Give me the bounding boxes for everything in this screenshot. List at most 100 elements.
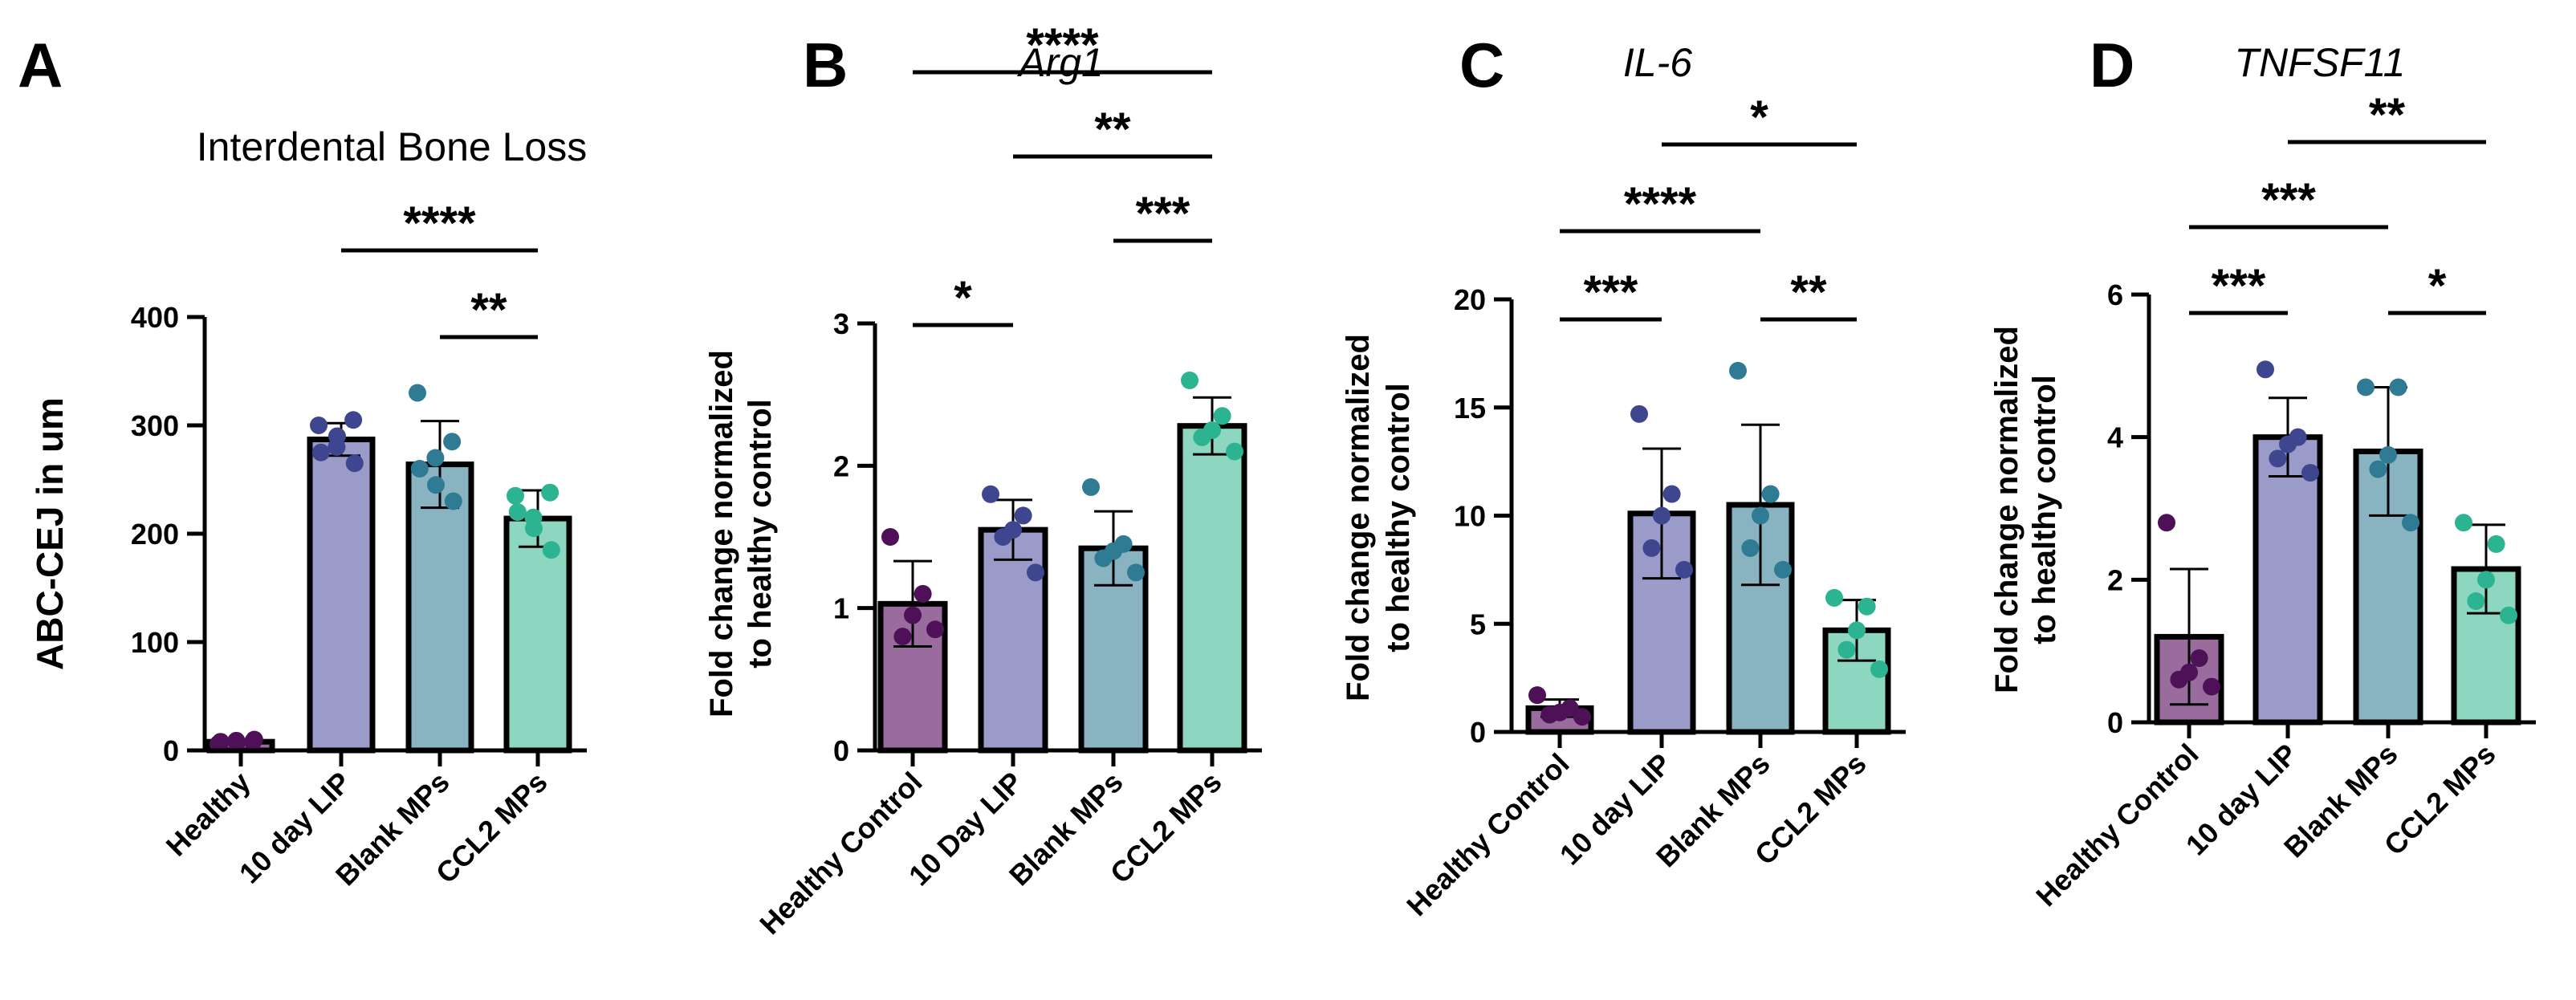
data-point xyxy=(1027,563,1044,582)
y-tick-label: 0 xyxy=(163,734,179,767)
data-point xyxy=(2477,571,2495,589)
x-category-label: Healthy Control xyxy=(2029,738,2205,913)
y-axis-label-line-1: Fold change normalized xyxy=(1341,334,1376,701)
y-axis-label-line-2: to healthy control xyxy=(1381,383,1416,652)
data-point xyxy=(1870,660,1888,678)
bar-1 xyxy=(978,526,1048,754)
significance-label: ** xyxy=(1790,266,1827,319)
data-point xyxy=(2158,514,2175,532)
significance-label: *** xyxy=(1136,188,1190,240)
data-point xyxy=(1858,597,1876,616)
y-tick-label: 6 xyxy=(2107,278,2123,311)
chart-title: Interdental Bone Loss xyxy=(197,124,587,169)
significance-label: *** xyxy=(2261,174,2316,226)
data-point xyxy=(1213,407,1231,425)
y-tick-label: 0 xyxy=(2107,706,2123,739)
significance-label: *** xyxy=(2212,260,2266,312)
data-point xyxy=(2402,514,2419,532)
data-point xyxy=(426,476,445,494)
data-point xyxy=(1774,560,1792,579)
data-point xyxy=(245,730,263,749)
x-category-label: Healthy Control xyxy=(753,766,929,941)
y-tick-label: 200 xyxy=(131,518,179,551)
data-point xyxy=(227,734,246,752)
data-point xyxy=(524,519,543,538)
y-tick-label: 100 xyxy=(131,626,179,659)
data-point xyxy=(1082,478,1100,496)
data-point xyxy=(2487,535,2505,553)
significance-label: * xyxy=(2428,260,2447,312)
panel-d: D TNFSF11 Fold change normalized to healthy… xyxy=(1989,30,2536,913)
data-point xyxy=(881,528,899,546)
panel-a: A Interdental Bone Loss ABC-CEJ in um 0 100 2… xyxy=(18,30,587,892)
data-point xyxy=(1675,560,1693,579)
data-point xyxy=(1752,506,1769,525)
y-tick-label: 3 xyxy=(833,307,849,340)
data-point xyxy=(1848,621,1866,640)
data-point xyxy=(904,606,922,624)
data-point xyxy=(508,503,527,521)
data-point xyxy=(426,449,445,467)
data-point xyxy=(994,528,1012,546)
y-tick-label: 2 xyxy=(2107,563,2123,596)
data-point xyxy=(1094,549,1113,567)
data-point xyxy=(1014,506,1032,525)
data-point xyxy=(914,584,932,603)
data-point xyxy=(1837,640,1856,659)
panel-c: C IL-6 Fold change normalized to healthy co… xyxy=(1341,30,1906,922)
data-point xyxy=(507,486,524,505)
x-category-label: Healthy xyxy=(160,766,257,863)
y-axis-label-line-1: Fold change normalized xyxy=(704,350,739,717)
data-point xyxy=(328,427,346,445)
significance-label: ** xyxy=(470,284,507,336)
data-point xyxy=(2467,591,2485,610)
data-point xyxy=(1528,686,1546,705)
x-category-label: Healthy Control xyxy=(1400,747,1576,923)
data-point xyxy=(1741,539,1760,557)
y-axis-label-line-2: to healthy control xyxy=(743,399,778,669)
data-point xyxy=(443,433,462,451)
chart-title: IL-6 xyxy=(1623,40,1692,85)
chart-title: TNFSF11 xyxy=(2235,40,2406,85)
data-point xyxy=(1193,428,1211,446)
y-axis-label: ABC-CEJ in um xyxy=(29,397,71,670)
chart-title: Arg1 xyxy=(1016,40,1104,85)
data-point xyxy=(345,454,364,473)
data-point xyxy=(2279,435,2297,453)
data-point xyxy=(344,411,363,429)
y-tick-label: 2 xyxy=(833,449,849,482)
y-tick-label: 20 xyxy=(1454,283,1486,316)
data-point xyxy=(893,628,912,646)
y-tick-label: 15 xyxy=(1454,392,1486,425)
data-point xyxy=(2455,514,2472,532)
data-point xyxy=(2190,649,2208,668)
data-point xyxy=(1226,442,1243,461)
data-point xyxy=(1653,506,1671,525)
data-point xyxy=(926,620,944,639)
data-point xyxy=(2369,460,2387,478)
data-point xyxy=(1729,361,1747,380)
y-tick-label: 4 xyxy=(2107,421,2123,454)
data-point xyxy=(1630,404,1648,423)
data-point xyxy=(410,460,429,478)
significance-label: **** xyxy=(403,197,476,250)
data-point xyxy=(409,384,426,402)
data-point xyxy=(2379,445,2397,464)
panel-letter: A xyxy=(18,30,63,100)
data-point xyxy=(1825,588,1843,607)
data-point xyxy=(211,733,230,751)
data-point xyxy=(1181,371,1198,389)
significance-label: **** xyxy=(1624,178,1697,230)
data-point xyxy=(2389,378,2407,396)
y-tick-label: 0 xyxy=(833,734,849,767)
y-tick-label: 5 xyxy=(1470,608,1486,640)
data-point xyxy=(2269,449,2287,468)
data-point xyxy=(311,443,330,461)
panel-b: B Arg1 Fold change normalized to healthy co… xyxy=(704,19,1262,941)
data-point xyxy=(1761,485,1780,503)
bar-1 xyxy=(307,437,376,754)
significance-label: **** xyxy=(1026,19,1099,71)
data-point xyxy=(2170,670,2188,689)
significance-label: *** xyxy=(1584,266,1638,319)
